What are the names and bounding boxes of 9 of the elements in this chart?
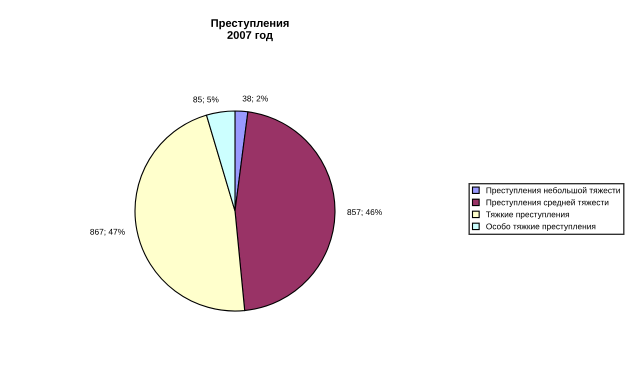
data-label: 85; 5% <box>193 96 219 104</box>
chart-title: Преступления 2007 год <box>211 19 289 42</box>
legend-label: Особо тяжкие преступления <box>486 223 596 231</box>
legend-label: Преступления средней тяжести <box>486 199 608 208</box>
legend-label: Тяжкие преступления <box>486 212 570 219</box>
data-label: 38; 2% <box>242 96 268 102</box>
legend-label: Преступления небольшой тяжести <box>486 187 620 195</box>
data-label: 867; 47% <box>90 228 125 236</box>
data-label: 857; 46% <box>347 209 382 216</box>
